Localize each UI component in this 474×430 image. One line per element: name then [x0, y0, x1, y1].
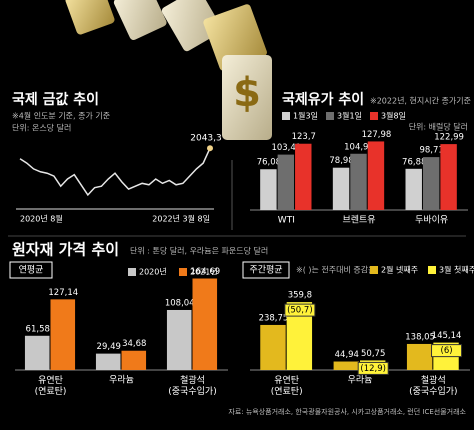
annotation-box	[357, 361, 389, 375]
bar	[277, 154, 295, 210]
panel-tag	[242, 261, 290, 279]
legend-label: 3월 첫째주	[439, 265, 474, 275]
legend-label: 3월8일	[381, 111, 406, 121]
legend-label: 2020년	[139, 267, 167, 277]
value-label: 76,08	[257, 158, 281, 168]
bar	[166, 309, 192, 370]
x-tick-label: 우라늄	[109, 375, 134, 386]
value-label: 138,05	[405, 332, 435, 342]
value-label: 98,71	[419, 146, 443, 156]
bar	[50, 299, 76, 370]
value-label: 104,97	[344, 142, 374, 152]
bar	[121, 350, 147, 370]
value-label: 108,04	[165, 298, 195, 308]
value-label: 34,68	[122, 339, 146, 349]
x-tick-label: WTI	[278, 216, 295, 226]
annotation-box	[431, 344, 463, 358]
section-title: 원자재 가격 추이	[12, 241, 119, 259]
value-label: 29,49	[97, 342, 121, 352]
legend-swatch	[370, 266, 378, 274]
chart-subtitle: ※2022년, 현지시간 종가기준	[370, 96, 471, 106]
value-label: 238,75	[259, 313, 289, 323]
svg-text:$: $	[233, 70, 261, 116]
x-tick-label: 두바이유	[415, 215, 448, 226]
unit-label: 단위: 온스당 달러	[12, 123, 71, 133]
x-tick-label: 유연탄 (연료탄)	[271, 375, 303, 397]
legend-label: 1월3일	[293, 111, 318, 121]
value-label: 127,14	[48, 288, 78, 298]
x-tick-label: 유연탄 (연료탄)	[35, 375, 67, 397]
bar	[295, 143, 312, 210]
annotation-box	[284, 303, 316, 317]
x-tick-label: 철광석 (중국수입가)	[168, 374, 216, 397]
bar	[332, 167, 350, 210]
bar	[367, 141, 385, 210]
value-label: 103,41	[271, 143, 301, 153]
annotation: (6)	[441, 346, 453, 356]
chart-title: 국제 금값 추이	[12, 91, 99, 108]
value-label: 50,75	[361, 349, 385, 359]
value-label: 44,94	[335, 350, 359, 360]
value-label: 359,8	[288, 291, 312, 301]
bar	[260, 324, 286, 370]
legend-swatch	[428, 266, 436, 274]
x-tick-label: 철광석 (중국수입가)	[409, 374, 457, 397]
bar	[422, 157, 440, 210]
panel-tag	[9, 261, 53, 279]
value-label: 127,98	[362, 130, 392, 140]
unit-label: 단위: 배럴당 달러	[409, 122, 468, 132]
bar	[406, 343, 433, 370]
value-label: 2043,3	[190, 134, 222, 144]
x-tick-label: 브렌트유	[342, 215, 375, 226]
value-label: 78,98	[329, 156, 353, 166]
x-tick-label: 2020년 8월	[20, 214, 63, 224]
domino-illustration: $	[65, 0, 272, 140]
chart-subtitle: ※( )는 전주대비 증감율	[296, 265, 375, 275]
bar	[350, 153, 367, 210]
x-tick-label: 2022년 3월 8일	[152, 214, 210, 224]
bar	[24, 335, 50, 370]
value-label: 76,88	[402, 157, 426, 167]
legend-swatch	[128, 268, 136, 276]
chart-subtitle: ※4월 인도분 기준, 종가 기준	[12, 111, 110, 121]
legend-swatch	[179, 268, 187, 276]
legend-swatch	[326, 112, 334, 120]
chart-title: 국제유가 추이	[282, 91, 364, 108]
legend-swatch	[282, 112, 290, 120]
source: 자료: 뉴욕상품거래소, 한국광물자원공사, 시카고상품거래소, 런던 ICE선…	[228, 407, 466, 416]
value-label: 122,99	[434, 133, 464, 143]
end-point	[207, 145, 213, 152]
section-unit: 단위 : 톤당 달러, 우라늄은 파운드당 달러	[130, 246, 268, 256]
legend-label: 2021년	[190, 267, 218, 277]
bar	[95, 353, 121, 370]
bar	[405, 168, 422, 210]
bar	[333, 361, 359, 370]
value-label: 145,14	[432, 331, 462, 341]
chart-title: 연평균	[19, 265, 44, 276]
legend-label: 2월 넷째주	[381, 265, 418, 275]
legend-label: 3월1일	[337, 111, 362, 121]
bar	[192, 278, 218, 370]
value-label: 61,58	[26, 324, 50, 334]
bar	[260, 169, 277, 210]
value-label: 123,7	[292, 132, 316, 142]
bar	[440, 144, 457, 210]
value-label: 164,69	[190, 267, 220, 277]
chart-title: 주간평균	[249, 265, 282, 276]
price-line	[19, 147, 211, 197]
x-tick-label: 우라늄	[348, 375, 373, 386]
legend-swatch	[370, 112, 378, 120]
annotation: (50,7)	[287, 306, 313, 316]
annotation: (12,9)	[360, 364, 386, 374]
